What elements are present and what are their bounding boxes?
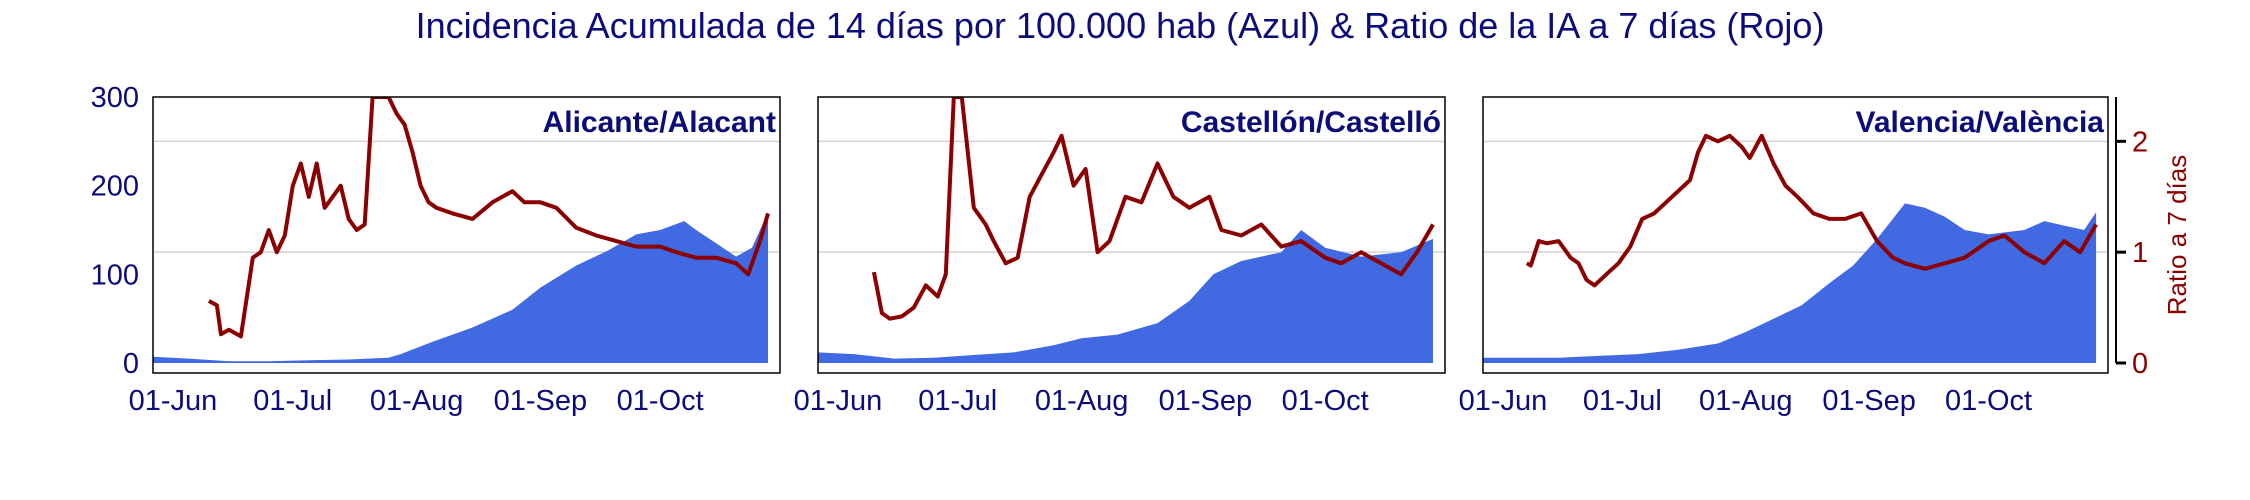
ratio-line — [207, 97, 770, 339]
incidence-area — [153, 212, 769, 363]
right-axis-label: Ratio a 7 días — [2162, 155, 2192, 315]
x-tick-label: 01-Sep — [1159, 385, 1253, 417]
y-left-tick-label: 300 — [91, 82, 139, 114]
incidence-area — [1483, 203, 2097, 363]
x-tick-label: 01-Jul — [253, 385, 332, 417]
ratio-line — [871, 97, 1435, 321]
x-tick-label: 01-Jul — [918, 385, 997, 417]
x-tick-label: 01-Sep — [494, 385, 588, 417]
x-tick-label: 01-Aug — [370, 385, 464, 417]
x-tick-label: 01-Sep — [1822, 385, 1916, 417]
chart-title: Incidencia Acumulada de 14 días por 100.… — [416, 5, 1825, 46]
x-tick-label: 01-Aug — [1035, 385, 1129, 417]
y-left-tick-label: 100 — [91, 259, 139, 291]
x-tick-label: 01-Oct — [1282, 385, 1369, 417]
ratio-line — [1525, 133, 2098, 288]
panel-1: Alicante/Alacant 01-Jun 01-Jul 01-Aug 01-Sep… — [91, 82, 781, 417]
right-axis: 0 1 2 — [2115, 97, 2148, 380]
y-right-tick-label: 0 — [2132, 348, 2148, 380]
x-tick-label: 01-Oct — [1945, 385, 2032, 417]
panel-title: Alicante/Alacant — [543, 106, 776, 139]
x-tick-label: 01-Jun — [1459, 385, 1548, 417]
panel-frame — [1482, 96, 2109, 374]
x-tick-label: 01-Jul — [1583, 385, 1662, 417]
left-axis: 0 100 200 300 — [91, 82, 139, 380]
panel-3: Valencia/València 01-Jun 01-Jul 01-Aug 01-Se… — [1459, 96, 2148, 417]
x-tick-label: 01-Oct — [617, 385, 704, 417]
panel-2: Castellón/Castelló 01-Jun 01-Jul 01-Aug 01-S… — [794, 96, 1446, 417]
incidence-area — [818, 230, 1434, 363]
y-left-tick-label: 200 — [91, 171, 139, 203]
panel-frame — [152, 96, 781, 374]
panel-title: Castellón/Castelló — [1181, 106, 1441, 139]
panel-title: Valencia/València — [1855, 106, 2104, 139]
panel-frame — [817, 96, 1446, 374]
y-left-tick-label: 0 — [123, 348, 139, 380]
chart-panels: Alicante/Alacant 01-Jun 01-Jul 01-Aug 01-Sep… — [91, 82, 2149, 417]
x-tick-label: 01-Jun — [129, 385, 218, 417]
x-tick-label: 01-Jun — [794, 385, 883, 417]
y-right-tick-label: 2 — [2132, 126, 2148, 158]
x-tick-label: 01-Aug — [1699, 385, 1793, 417]
y-right-tick-label: 1 — [2132, 237, 2148, 269]
